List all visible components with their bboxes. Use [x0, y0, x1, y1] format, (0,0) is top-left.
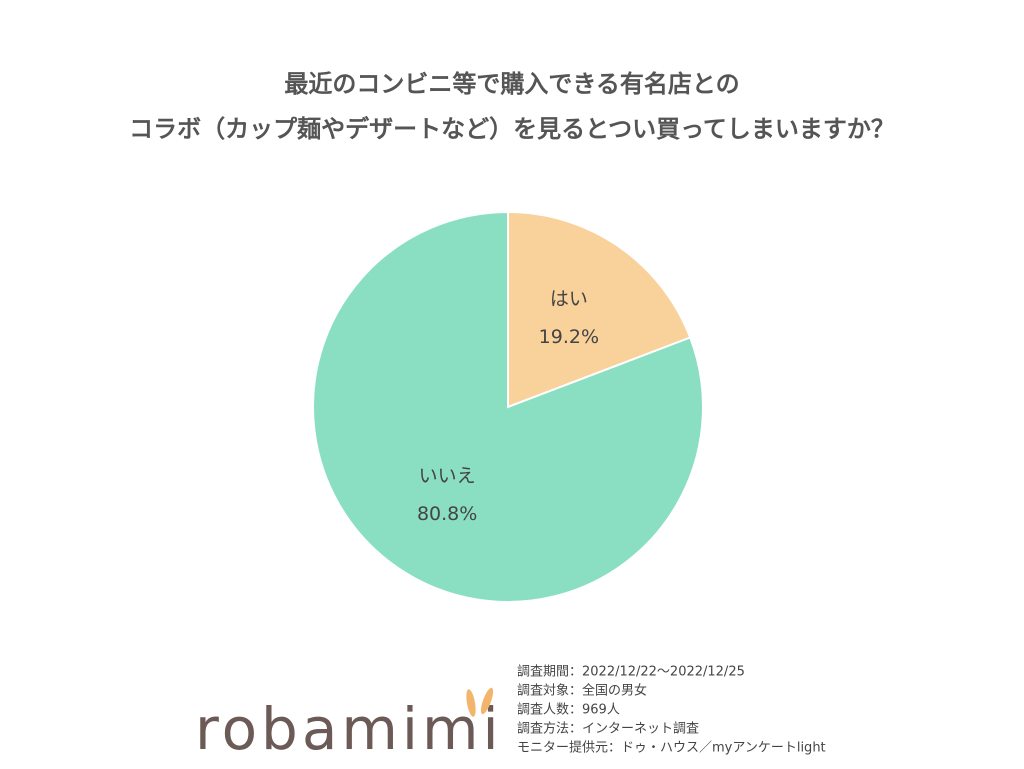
survey-note: 調査対象：全国の男女 [517, 683, 647, 699]
pie-slice [312, 210, 704, 603]
slice-value: 80.8% [417, 503, 477, 525]
pie-slice [507, 210, 692, 409]
survey-note: モニター提供元：ドゥ・ハウス／myアンケートlight [517, 740, 826, 756]
survey-note: 調査方法：インターネット調査 [517, 721, 699, 737]
chart-title: コラボ（カップ麺やデザートなど）を見るとつい買ってしまいますか？ [129, 115, 895, 143]
slice-value: 19.2% [539, 326, 599, 348]
survey-note: 調査期間：2022/12/22～2022/12/25 [517, 665, 745, 680]
survey-note: 調査人数：969人 [517, 703, 620, 718]
logo-ears [466, 687, 494, 717]
logo: robamimi [195, 695, 503, 763]
chart-title: 最近のコンビニ等で購入できる有名店との [284, 70, 739, 98]
slice-label: いいえ [419, 465, 476, 487]
slice-label: はい [550, 288, 588, 310]
